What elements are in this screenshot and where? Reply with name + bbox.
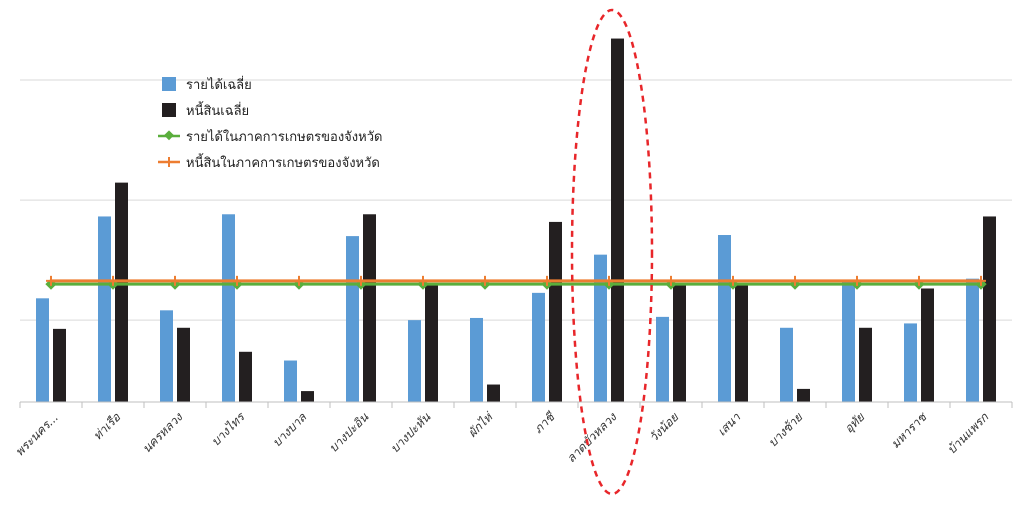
line-marker-1-15 bbox=[976, 275, 986, 286]
x-tick-label-9: ลาดบัวหลวง bbox=[564, 409, 620, 465]
x-tick-label-14: มหาราช bbox=[888, 409, 930, 451]
x-tick-label-2: นครหลวง bbox=[139, 409, 185, 455]
x-axis: พระนคร... ท่าเรือ นครหลวง บางไทร บางบาล บางปะ… bbox=[12, 401, 1013, 465]
series-lines bbox=[45, 275, 987, 290]
line-marker-1-2 bbox=[170, 275, 180, 286]
legend-label-2: รายได้ในภาคการเกษตรของจังหวัด bbox=[186, 129, 382, 145]
x-tick-label-12: บางซ้าย bbox=[765, 410, 805, 450]
legend-item-3: หนี้สินในภาคการเกษตรของจังหวัด bbox=[158, 153, 380, 171]
bar-debt-13 bbox=[859, 327, 872, 402]
x-tick-label-13: อุทัย bbox=[842, 410, 869, 437]
bar-debt-1 bbox=[115, 182, 128, 402]
line-marker-1-13 bbox=[852, 275, 862, 286]
bars bbox=[36, 38, 996, 402]
bar-debt-10 bbox=[673, 284, 686, 402]
legend-label-3: หนี้สินในภาคการเกษตรของจังหวัด bbox=[186, 153, 380, 171]
bar-income-15 bbox=[966, 278, 979, 402]
bar-debt-6 bbox=[425, 284, 438, 402]
bar-debt-4 bbox=[301, 391, 314, 402]
bar-income-12 bbox=[780, 327, 793, 402]
bar-debt-7 bbox=[487, 384, 500, 402]
x-tick-label-11: เสนา bbox=[715, 409, 744, 438]
legend-item-2: รายได้ในภาคการเกษตรของจังหวัด bbox=[158, 129, 382, 145]
line-marker-1-12 bbox=[790, 275, 800, 286]
x-tick-label-10: วังน้อย bbox=[646, 410, 681, 445]
line-marker-1-10 bbox=[666, 275, 676, 286]
highlight bbox=[570, 8, 654, 496]
bar-income-8 bbox=[532, 292, 545, 402]
line-marker-1-8 bbox=[542, 275, 552, 286]
bar-debt-8 bbox=[549, 221, 562, 402]
bar-income-2 bbox=[160, 310, 173, 402]
legend: รายได้เฉลี่ยหนี้สินเฉลี่ยรายได้ในภาคการเ… bbox=[158, 76, 382, 171]
line-marker-1-5 bbox=[356, 275, 366, 286]
legend-swatch bbox=[162, 77, 176, 91]
legend-label-1: หนี้สินเฉลี่ย bbox=[186, 101, 249, 119]
x-tick-label-1: ท่าเรือ bbox=[90, 410, 123, 443]
bar-debt-5 bbox=[363, 214, 376, 402]
x-tick-label-7: ผักไห่ bbox=[465, 409, 496, 440]
x-tick-label-5: บางปะอิน bbox=[326, 410, 372, 456]
bar-income-3 bbox=[222, 214, 235, 402]
x-tick-label-4: บางบาล bbox=[270, 410, 310, 450]
line-marker-1-1 bbox=[108, 275, 118, 286]
bar-income-0 bbox=[36, 298, 49, 402]
highlight-ellipse bbox=[570, 8, 654, 496]
bar-income-14 bbox=[904, 323, 917, 402]
legend-item-0: รายได้เฉลี่ย bbox=[162, 76, 252, 93]
line-marker-1-3 bbox=[232, 275, 242, 286]
bar-debt-15 bbox=[983, 216, 996, 402]
bar-income-11 bbox=[718, 235, 731, 402]
bar-income-10 bbox=[656, 316, 669, 402]
x-tick-label-0: พระนคร... bbox=[12, 410, 61, 459]
bar-income-4 bbox=[284, 360, 297, 402]
bar-income-5 bbox=[346, 236, 359, 402]
bar-income-6 bbox=[408, 320, 421, 402]
bar-income-1 bbox=[98, 216, 111, 402]
x-tick-label-15: บ้านแพรก bbox=[945, 410, 992, 457]
line-marker-1-6 bbox=[418, 275, 428, 286]
bar-income-7 bbox=[470, 317, 483, 402]
bar-debt-3 bbox=[239, 351, 252, 402]
bar-debt-12 bbox=[797, 388, 810, 402]
line-marker-1-4 bbox=[294, 275, 304, 286]
x-tick-label-6: บางปะหัน bbox=[388, 410, 434, 456]
bar-income-13 bbox=[842, 281, 855, 402]
line-marker-1-7 bbox=[480, 275, 490, 286]
x-tick-label-8: ภาชี bbox=[531, 409, 558, 436]
line-marker-1-14 bbox=[914, 275, 924, 286]
bar-debt-9 bbox=[611, 38, 624, 402]
bar-debt-14 bbox=[921, 288, 934, 402]
line-marker-1-9 bbox=[604, 275, 614, 286]
bar-income-9 bbox=[594, 254, 607, 402]
bar-debt-2 bbox=[177, 327, 190, 402]
legend-swatch bbox=[162, 103, 176, 117]
x-tick-label-3: บางไทร bbox=[209, 409, 249, 449]
line-marker-1-0 bbox=[46, 275, 56, 286]
bar-debt-11 bbox=[735, 284, 748, 402]
bar-debt-0 bbox=[53, 328, 66, 402]
line-marker-1-11 bbox=[728, 275, 738, 286]
legend-item-1: หนี้สินเฉลี่ย bbox=[162, 101, 249, 119]
legend-label-0: รายได้เฉลี่ย bbox=[186, 76, 252, 93]
